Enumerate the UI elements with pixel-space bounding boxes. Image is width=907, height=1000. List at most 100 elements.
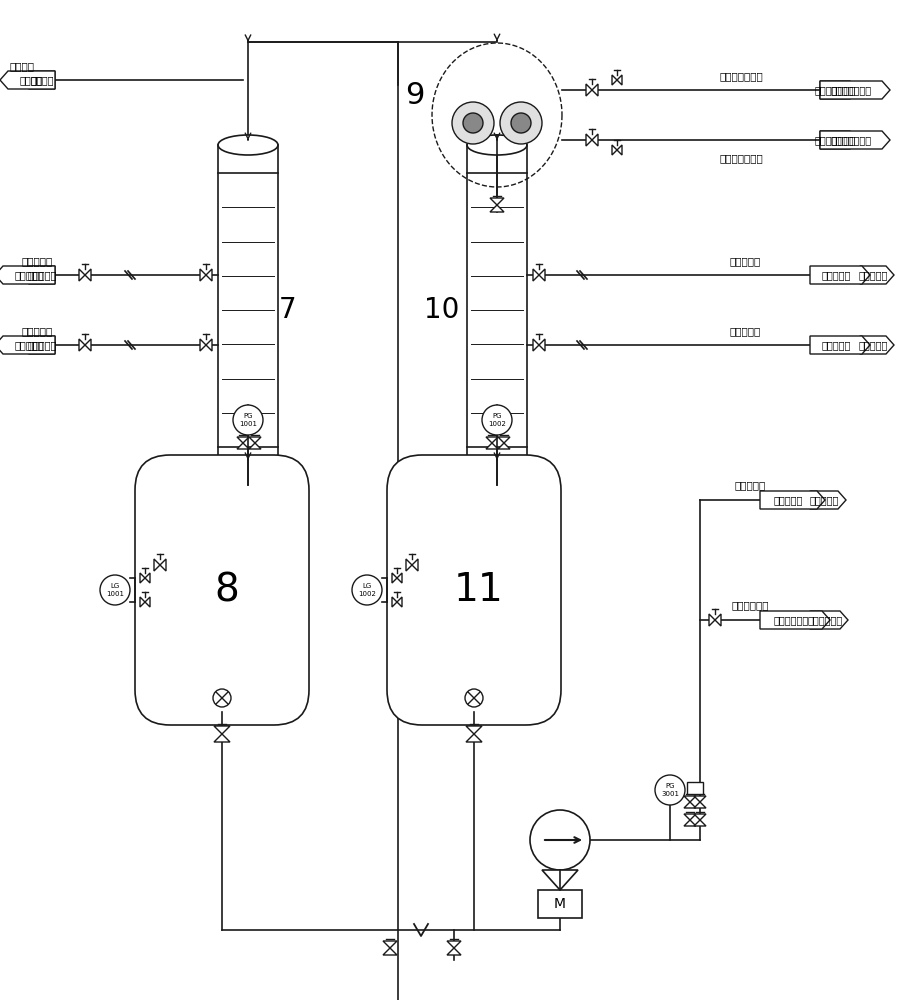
Polygon shape [154, 559, 160, 571]
Text: 自吸附塔: 自吸附塔 [30, 75, 54, 85]
Text: 循环冷却水上水: 循环冷却水上水 [831, 135, 872, 145]
Polygon shape [820, 131, 890, 149]
Circle shape [452, 102, 494, 144]
Circle shape [465, 689, 483, 707]
Polygon shape [145, 597, 150, 607]
Polygon shape [684, 796, 696, 802]
Circle shape [463, 113, 483, 133]
Polygon shape [397, 597, 402, 607]
Text: 制冷液上水: 制冷液上水 [822, 340, 851, 350]
Text: 9: 9 [405, 81, 424, 109]
Text: 制冷液回水: 制冷液回水 [822, 270, 851, 280]
Circle shape [352, 575, 382, 605]
FancyBboxPatch shape [387, 455, 561, 725]
Polygon shape [694, 814, 706, 820]
Text: PG
1001: PG 1001 [239, 414, 257, 426]
Polygon shape [140, 597, 145, 607]
Text: 真空泵尾气: 真空泵尾气 [735, 480, 766, 490]
Polygon shape [447, 948, 461, 955]
Polygon shape [820, 81, 890, 99]
Polygon shape [466, 734, 482, 742]
Polygon shape [490, 205, 504, 212]
Polygon shape [694, 796, 706, 802]
Polygon shape [684, 802, 696, 808]
Text: 循环冷却水回水: 循环冷却水回水 [720, 71, 764, 81]
Circle shape [213, 689, 231, 707]
Polygon shape [206, 339, 212, 351]
Polygon shape [0, 266, 55, 284]
Text: 循环冷却水回水: 循环冷却水回水 [831, 85, 872, 95]
Polygon shape [760, 611, 830, 629]
Circle shape [511, 113, 531, 133]
Ellipse shape [218, 135, 278, 155]
Polygon shape [249, 443, 261, 449]
Text: 真空泵尾气: 真空泵尾气 [774, 495, 804, 505]
Polygon shape [412, 559, 418, 571]
Polygon shape [447, 941, 461, 948]
Polygon shape [237, 443, 249, 449]
Polygon shape [684, 814, 696, 820]
Polygon shape [539, 269, 545, 281]
Text: 8: 8 [215, 571, 239, 609]
Circle shape [655, 775, 685, 805]
Text: 制冷液回水: 制冷液回水 [858, 270, 888, 280]
Text: 7: 7 [279, 296, 297, 324]
Polygon shape [820, 81, 858, 99]
Polygon shape [684, 820, 696, 826]
Text: 制冷液上水: 制冷液上水 [27, 340, 56, 350]
Polygon shape [498, 437, 510, 443]
Polygon shape [214, 734, 230, 742]
Polygon shape [237, 437, 249, 443]
Polygon shape [592, 84, 598, 96]
Circle shape [482, 405, 512, 435]
Polygon shape [145, 573, 150, 583]
Polygon shape [612, 145, 617, 155]
Polygon shape [85, 269, 91, 281]
Polygon shape [810, 266, 870, 284]
Polygon shape [160, 559, 166, 571]
Ellipse shape [467, 135, 527, 155]
Text: 制冷液上水: 制冷液上水 [730, 326, 761, 336]
Bar [687, 782, 703, 794]
Text: PG
3001: PG 3001 [661, 784, 679, 796]
Polygon shape [206, 269, 212, 281]
Polygon shape [21, 266, 55, 284]
Polygon shape [709, 614, 715, 626]
Polygon shape [79, 269, 85, 281]
Polygon shape [694, 802, 706, 808]
Polygon shape [617, 145, 622, 155]
Text: 制冷液上水: 制冷液上水 [22, 326, 54, 336]
Polygon shape [21, 71, 55, 89]
Polygon shape [397, 573, 402, 583]
Polygon shape [392, 573, 397, 583]
Circle shape [500, 102, 542, 144]
Polygon shape [486, 437, 498, 443]
Polygon shape [820, 131, 858, 149]
Text: 制冷液回水: 制冷液回水 [22, 256, 54, 266]
Polygon shape [490, 198, 504, 205]
Polygon shape [715, 614, 721, 626]
Polygon shape [249, 437, 261, 443]
Polygon shape [810, 336, 870, 354]
Circle shape [100, 575, 130, 605]
Polygon shape [810, 491, 846, 509]
Text: 制冷液回水: 制冷液回水 [27, 270, 56, 280]
Text: 10: 10 [424, 296, 460, 324]
Polygon shape [760, 491, 825, 509]
Text: LG
1002: LG 1002 [358, 584, 375, 596]
Circle shape [530, 810, 590, 870]
Polygon shape [392, 597, 397, 607]
Polygon shape [79, 339, 85, 351]
Polygon shape [466, 726, 482, 734]
Text: 循环冷却水回水: 循环冷却水回水 [814, 85, 855, 95]
Polygon shape [21, 336, 55, 354]
Polygon shape [612, 75, 617, 85]
Polygon shape [533, 339, 539, 351]
Bar [538, 890, 582, 918]
Polygon shape [539, 339, 545, 351]
Polygon shape [542, 870, 578, 890]
Polygon shape [586, 84, 592, 96]
Polygon shape [592, 134, 598, 146]
Text: 制冷液上水: 制冷液上水 [15, 340, 44, 350]
Polygon shape [860, 266, 894, 284]
